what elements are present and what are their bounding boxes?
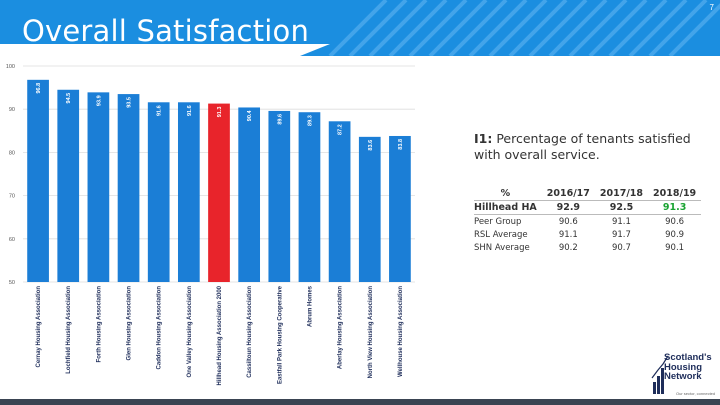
y-tick-label: 50	[9, 280, 15, 286]
logo-line: Housing	[664, 361, 702, 373]
row-label: RSL Average	[474, 229, 528, 240]
table-cell: 90.1	[665, 242, 685, 253]
bar	[328, 121, 351, 282]
logo-wordmark: Scotland's Housing Network	[664, 353, 712, 382]
shn-logo-icon	[651, 355, 669, 394]
x-tick-label: Cernay Housing Association	[36, 286, 42, 368]
x-tick-label: Eastfall Park Housing Cooperative	[277, 285, 283, 384]
x-tick-label: Caddon Housing Association	[157, 286, 163, 370]
bar	[147, 102, 170, 282]
bar-value-label: 94.5	[66, 93, 72, 104]
table-cell: 91.1	[611, 216, 631, 227]
table-header-unit: %	[474, 187, 542, 201]
bar	[358, 136, 381, 282]
logo-line: Scotland's	[664, 352, 712, 363]
x-tick-label: Abrum Homes	[307, 285, 313, 327]
table-cell: 90.6	[665, 216, 685, 227]
bar	[87, 92, 110, 282]
y-tick-label: 70	[9, 194, 15, 200]
x-tick-label: One Valley Housing Association	[187, 286, 193, 378]
footer-bar	[0, 399, 720, 405]
row-label: Peer Group	[474, 216, 522, 227]
table-cell: 91.1	[558, 229, 578, 240]
logo-line: Network	[664, 371, 702, 382]
table-row: Hillhead HA 92.9 92.5 91.3	[474, 200, 702, 215]
x-tick-label: Glen Housing Association	[127, 286, 133, 361]
bar	[117, 94, 140, 282]
row-label: SHN Average	[474, 242, 530, 253]
y-tick-label: 80	[9, 150, 15, 156]
indicator-text: Percentage of tenants satisfied with ove…	[474, 131, 691, 162]
bar-value-label: 93.5	[127, 97, 133, 108]
bar-value-label: 90.4	[247, 110, 253, 122]
bar	[268, 110, 291, 282]
table-cell: 92.5	[594, 200, 649, 215]
table-cell: 90.6	[558, 216, 578, 227]
table-cell: 91.3	[648, 200, 702, 215]
bar-value-label: 96.8	[36, 83, 42, 94]
bar-value-label: 89.6	[277, 114, 283, 125]
y-tick-label: 60	[9, 237, 15, 243]
table-cell: 90.7	[611, 242, 631, 253]
table-header-year: 2018/19	[648, 187, 702, 201]
x-tick-label: Forth Housing Association	[96, 286, 102, 363]
bar	[27, 79, 49, 282]
kpi-table: % 2016/17 2017/18 2018/19 Hillhead HA 92…	[474, 187, 702, 254]
bar-value-label: 93.9	[96, 95, 102, 106]
bar-chart: 50 60 70 80 90 100 96.8 Cernay Housing Associat…	[6, 64, 415, 385]
bar	[389, 135, 411, 282]
table-cell: 92.9	[541, 200, 595, 215]
table-header-row: % 2016/17 2017/18 2018/19	[474, 187, 702, 201]
table-row: RSL Average 91.1 91.7 90.9	[474, 228, 701, 241]
x-tick-label: Cassiltoun Housing Association	[247, 286, 253, 378]
bar-value-label: 91.6	[187, 105, 193, 116]
page-number: 7	[709, 3, 714, 12]
bar-value-label: 91.3	[217, 107, 223, 118]
indicator-description: I1: Percentage of tenants satisfied with…	[474, 131, 714, 163]
bar	[57, 89, 80, 282]
table-row: SHN Average 90.2 90.7 90.1	[474, 241, 701, 254]
x-tick-label: Lochfield Housing Association	[66, 286, 72, 374]
title-banner: 7 Overall Satisfaction	[0, 0, 720, 56]
y-tick-label: 90	[9, 107, 15, 113]
bar	[238, 107, 261, 282]
table-cell: 90.9	[665, 229, 685, 240]
bar	[177, 102, 200, 282]
bar	[208, 103, 230, 282]
bar-value-label: 83.8	[398, 139, 404, 150]
bar-value-label: 87.2	[338, 124, 344, 135]
y-tick-label: 100	[6, 64, 15, 70]
table-header-year: 2016/17	[541, 187, 595, 201]
page-title: Overall Satisfaction	[22, 14, 310, 48]
x-tick-label: Wellhouse Housing Association	[398, 286, 404, 377]
table-row: Peer Group 90.6 91.1 90.6	[474, 215, 701, 229]
bar-value-label: 91.6	[157, 105, 163, 116]
bar	[298, 112, 321, 282]
logo-tagline: Our sector, connected	[676, 391, 716, 396]
bar-value-label: 89.3	[307, 115, 313, 126]
indicator-code: I1:	[474, 131, 493, 146]
table-cell: 90.2	[558, 242, 578, 253]
table-header-year: 2017/18	[594, 187, 649, 201]
bar-value-label: 83.6	[368, 140, 374, 151]
row-label: Hillhead HA	[474, 200, 542, 215]
x-tick-label: Hillhead Housing Association 2000	[217, 285, 223, 385]
table-cell: 91.7	[611, 229, 631, 240]
x-tick-label: North View Housing Association	[368, 286, 374, 379]
x-tick-label: Aberlay Housing Association	[338, 286, 344, 369]
